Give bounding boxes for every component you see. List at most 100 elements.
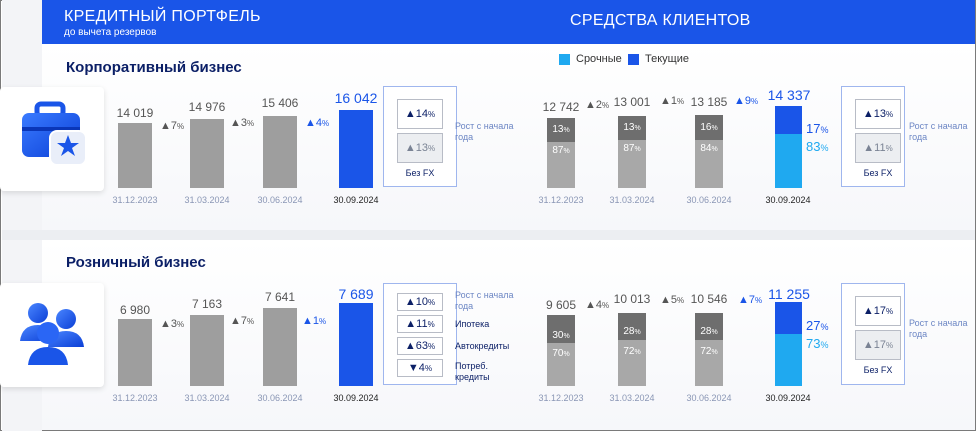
pill-value: ▲10 bbox=[404, 296, 428, 308]
bar-c-fund-1-term bbox=[618, 140, 646, 188]
bar-c-fund-3-term bbox=[775, 134, 802, 188]
share-value: 83 bbox=[806, 139, 821, 154]
corporate-icon-card bbox=[0, 87, 104, 191]
share-value: 30 bbox=[552, 330, 564, 341]
pill-unit: % bbox=[885, 144, 893, 153]
x-tick-label: 31.03.2024 bbox=[184, 393, 230, 403]
growth-value: ▲1 bbox=[302, 315, 320, 327]
bar-r-fund-1-term bbox=[618, 340, 646, 386]
value-label: 14 976 bbox=[188, 100, 226, 114]
ex-fx-caption: Без FX bbox=[405, 168, 435, 178]
pill-unit: % bbox=[427, 320, 435, 329]
section-title-corporate: Корпоративный бизнес bbox=[66, 59, 242, 76]
value-label-current: 14 337 bbox=[767, 87, 811, 103]
share-value: 72 bbox=[700, 346, 712, 357]
share-unit: % bbox=[820, 143, 829, 153]
growth-value: ▲9 bbox=[734, 95, 752, 107]
share-label-current: 83% bbox=[806, 139, 828, 154]
briefcase-icon bbox=[22, 101, 87, 166]
car-loans-label: Автокредиты bbox=[455, 341, 510, 351]
value-label: 10 546 bbox=[690, 292, 728, 306]
growth-label: ▲3% bbox=[230, 117, 254, 129]
share-value: 13 bbox=[552, 124, 564, 135]
pill-value: ▼4 bbox=[407, 362, 425, 374]
ex-fx-pill: ▲11% bbox=[855, 133, 901, 163]
share-label: 13% bbox=[618, 122, 646, 133]
growth-unit: % bbox=[319, 317, 327, 326]
growth-unit: % bbox=[602, 301, 610, 310]
share-label: 28% bbox=[618, 326, 646, 337]
bar-c-fund-2-current bbox=[695, 115, 723, 140]
value-label: 12 742 bbox=[542, 100, 580, 114]
growth-unit: % bbox=[247, 119, 255, 128]
growth-value: ▲7 bbox=[738, 294, 756, 306]
legend-label-current: Текущие bbox=[645, 53, 689, 65]
share-unit: % bbox=[634, 329, 641, 336]
share-value: 84 bbox=[700, 143, 712, 154]
pill-unit: % bbox=[886, 110, 894, 119]
loan-portfolio-subtitle: до вычета резервов bbox=[64, 27, 157, 38]
pill-value: ▲13 bbox=[404, 142, 428, 154]
value-label: 14 019 bbox=[116, 106, 154, 120]
pill-value: ▲17 bbox=[862, 305, 886, 317]
growth-unit: % bbox=[177, 320, 185, 329]
pill-value: ▲14 bbox=[404, 108, 428, 120]
share-unit: % bbox=[634, 349, 641, 356]
share-unit: % bbox=[820, 340, 829, 350]
bar-c-fund-2-term bbox=[695, 140, 723, 188]
pill-unit: % bbox=[428, 110, 436, 119]
ytd-growth-note: Рост с начала года bbox=[455, 290, 514, 311]
x-tick-label: 30.09.2024 bbox=[765, 393, 811, 403]
growth-value: ▲4 bbox=[305, 117, 323, 129]
share-unit: % bbox=[711, 349, 718, 356]
consumer-loans-label: Потреб. кредиты bbox=[455, 361, 490, 382]
growth-label: ▲4% bbox=[585, 299, 609, 311]
client-funds-title: СРЕДСТВА КЛИЕНТОВ bbox=[570, 12, 751, 29]
growth-unit: % bbox=[751, 97, 759, 106]
legend-swatch-term bbox=[559, 53, 570, 65]
share-value: 28 bbox=[700, 326, 712, 337]
bar-c-fund-1-current bbox=[618, 116, 646, 140]
share-unit: % bbox=[634, 125, 641, 132]
growth-value: ▲4 bbox=[585, 299, 603, 311]
x-tick-label: 30.06.2024 bbox=[686, 195, 732, 205]
share-value: 72 bbox=[623, 346, 635, 357]
share-unit: % bbox=[711, 329, 718, 336]
ex-fx-pill: ▲13% bbox=[397, 133, 443, 163]
share-label: 87% bbox=[547, 145, 575, 156]
share-label-current: 27% bbox=[806, 318, 828, 333]
section-title-retail: Розничный бизнес bbox=[66, 254, 206, 271]
value-label-current: 11 255 bbox=[768, 286, 810, 302]
growth-value: ▲2 bbox=[585, 99, 603, 111]
share-label: 28% bbox=[695, 326, 723, 337]
share-value: 16 bbox=[700, 122, 712, 133]
bar-r-fund-3-current bbox=[775, 302, 802, 334]
pill-value: ▲63 bbox=[404, 340, 428, 352]
share-value: 17 bbox=[806, 121, 821, 136]
x-tick-label: 31.03.2024 bbox=[609, 393, 655, 403]
share-unit: % bbox=[634, 146, 641, 153]
ex-fx-pill: ▲17% bbox=[855, 330, 901, 360]
share-unit: % bbox=[563, 333, 570, 340]
mortgage-pill: ▲11% bbox=[397, 315, 443, 333]
legend-swatch-current bbox=[628, 53, 639, 65]
bar-r-fund-3-term bbox=[775, 334, 802, 386]
legend-label-term: Срочные bbox=[576, 53, 622, 65]
ytd-growth-note: Рост с начала года bbox=[909, 318, 968, 339]
bar-c-fund-0-current bbox=[547, 118, 575, 142]
bar-c-loan-1 bbox=[190, 119, 224, 188]
legend-item-current: Текущие bbox=[628, 53, 689, 65]
retail-icon-card bbox=[0, 283, 104, 387]
section-divider bbox=[2, 230, 975, 240]
share-value: 27 bbox=[806, 318, 821, 333]
ytd-growth-note: Рост с начала года bbox=[909, 121, 968, 142]
pill-value: ▲17 bbox=[862, 339, 886, 351]
growth-value: ▲7 bbox=[230, 315, 248, 327]
pill-unit: % bbox=[424, 364, 433, 373]
bar-c-loan-0 bbox=[118, 123, 152, 188]
x-tick-label: 30.06.2024 bbox=[257, 393, 303, 403]
ytd-growth-pill: ▲10% bbox=[397, 293, 443, 311]
share-label: 13% bbox=[547, 124, 575, 135]
share-unit: % bbox=[563, 127, 570, 134]
value-label: 6 980 bbox=[119, 303, 151, 317]
